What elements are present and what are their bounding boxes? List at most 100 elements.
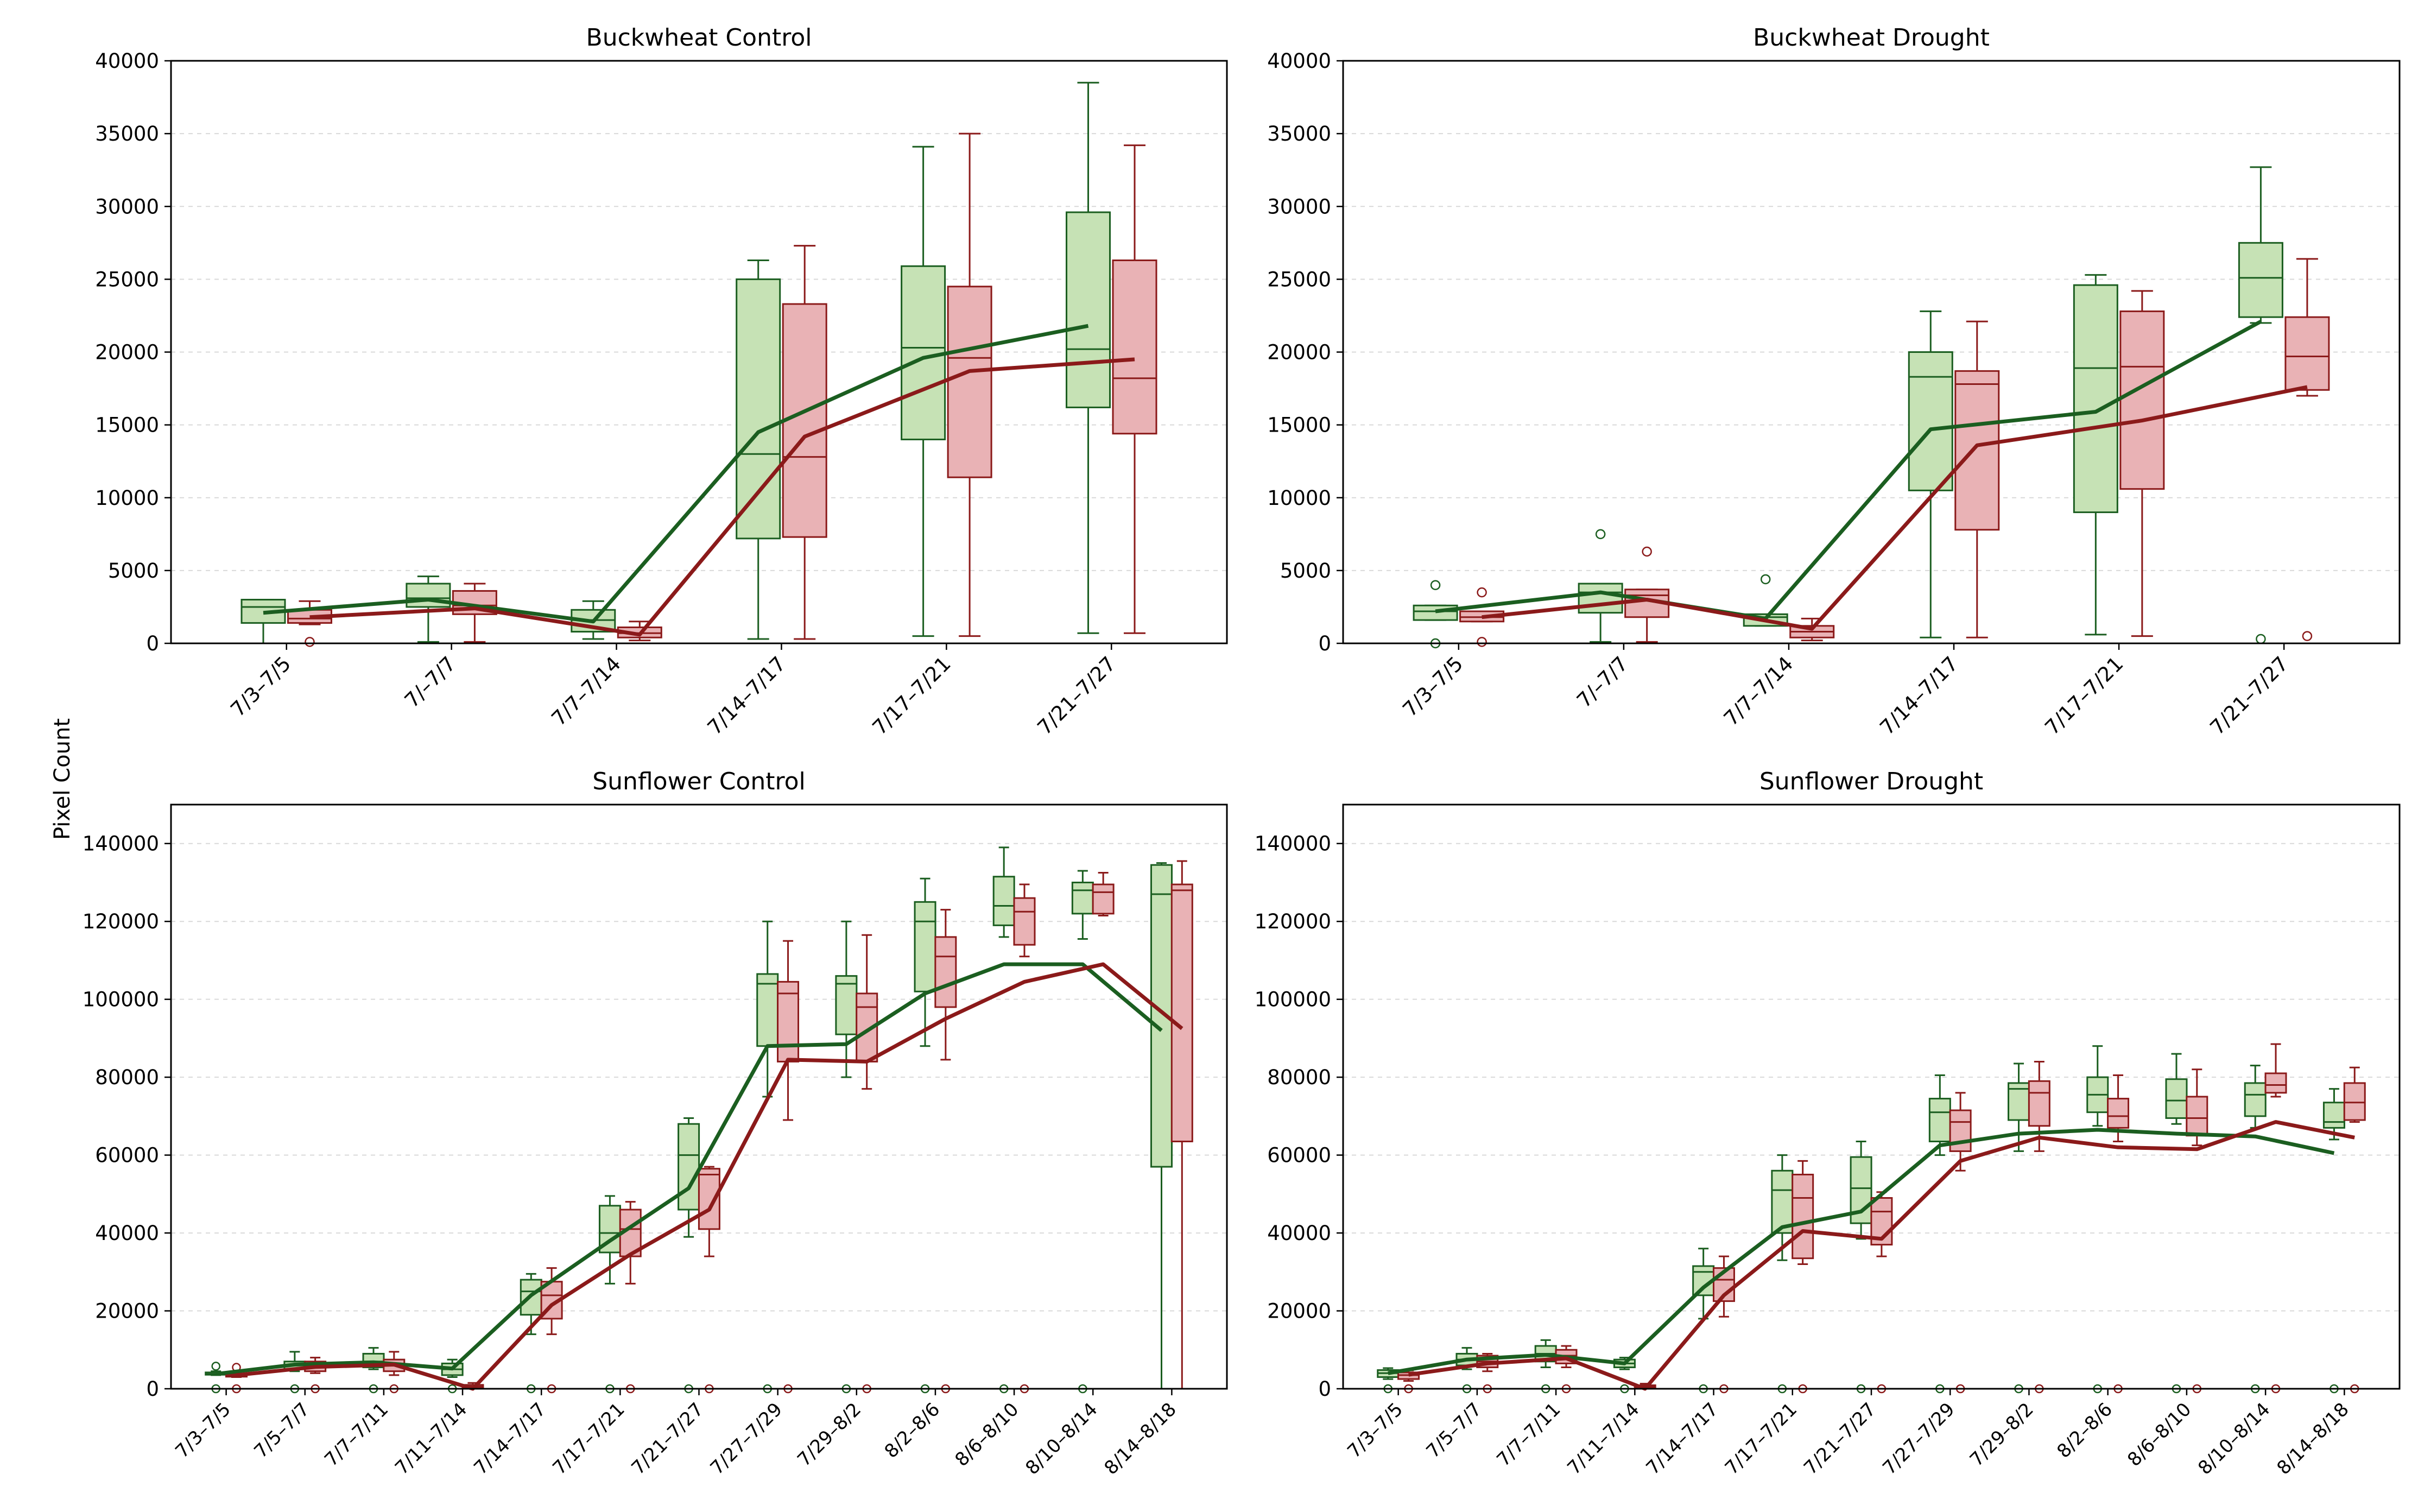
y-tick-label: 40000 [1267, 1222, 1331, 1245]
axes-frame [170, 60, 1228, 644]
x-tick-label: 7/11–7/14 [1563, 1399, 1643, 1479]
outlier-point [1477, 587, 1487, 598]
y-tick-label: 100000 [1255, 988, 1331, 1011]
outlier-point [305, 637, 315, 647]
outlier-point [2302, 631, 2313, 641]
y-tick-label: 80000 [1267, 1066, 1331, 1089]
x-tick-label: 8/6–8/10 [2123, 1399, 2195, 1471]
x-tick-label: 8/2–8/6 [2053, 1399, 2117, 1463]
x-tick-label: 7/5–7/7 [1422, 1399, 1486, 1463]
outlier-point [1430, 580, 1441, 590]
y-tick-label: 20000 [95, 1300, 159, 1323]
box [2284, 316, 2330, 391]
axes-frame [1342, 804, 2401, 1390]
y-tick-label: 80000 [95, 1066, 159, 1089]
mean-line-drought [236, 962, 1183, 1391]
x-tick-label: 7/–7/7 [1572, 652, 1632, 712]
panel-1: Buckwheat Control 0 5000 10000 15000 20000 250… [95, 24, 1228, 739]
y-tick-label: 0 [1318, 632, 1331, 655]
y-tick-label: 20000 [95, 341, 159, 364]
box [947, 286, 992, 478]
axes-frame [170, 804, 1228, 1390]
series-control [205, 846, 1173, 1394]
x-tick-label: 7/3–7/5 [1343, 1399, 1407, 1463]
y-tick-label: 140000 [83, 832, 159, 856]
y-tick-label: 5000 [108, 559, 159, 583]
box [2322, 1102, 2345, 1129]
x-tick-label: 7/14–7/17 [703, 652, 790, 739]
x-tick-label: 7/14–7/17 [1642, 1399, 1723, 1479]
x-tick-label: 7/17–7/21 [868, 652, 955, 739]
y-tick-label: 140000 [1255, 832, 1331, 856]
y-tick-label: 0 [146, 632, 159, 655]
y-tick-label: 15000 [1267, 414, 1331, 437]
outlier-point [211, 1362, 220, 1371]
x-tick-label: 7/17–7/21 [548, 1399, 629, 1479]
x-tick-label: 7/21–7/27 [628, 1399, 708, 1479]
x-tick-label: 8/14–8/18 [2273, 1399, 2353, 1479]
box [1013, 897, 1036, 946]
y-tick-label: 0 [1318, 1377, 1331, 1401]
outlier-point [2256, 634, 2266, 644]
x-tick-label: 7/3–7/5 [226, 652, 295, 722]
y-tick-label: 15000 [95, 414, 159, 437]
series-drought [1459, 258, 2330, 647]
chart-title: Buckwheat Drought [1753, 24, 1990, 52]
y-tick-label: 60000 [95, 1144, 159, 1167]
box [1692, 1265, 1715, 1296]
y-tick-label: 0 [146, 1377, 159, 1401]
outlier-point [1760, 574, 1771, 585]
y-tick-label: 10000 [95, 486, 159, 510]
box [736, 278, 781, 540]
y-tick-label: 40000 [95, 49, 159, 73]
box [835, 975, 858, 1035]
box [1908, 351, 1953, 491]
box [782, 303, 827, 538]
box [992, 876, 1015, 926]
x-tick-label: 7/14–7/17 [470, 1399, 550, 1479]
y-tick-label: 10000 [1267, 486, 1331, 510]
box [1071, 881, 1094, 915]
outlier-point [1477, 637, 1487, 647]
box [1066, 211, 1111, 408]
series-control [1413, 166, 2283, 649]
x-tick-label: 7/21–7/27 [1800, 1399, 1880, 1479]
x-tick-label: 7/3–7/5 [1398, 652, 1468, 722]
x-tick-label: 7/29–8/2 [793, 1399, 865, 1471]
y-tick-label: 35000 [1267, 122, 1331, 145]
series-drought [225, 860, 1193, 1394]
box [2073, 284, 2118, 514]
box [2028, 1080, 2050, 1127]
box [2238, 242, 2283, 318]
box [1928, 1098, 1951, 1142]
x-tick-label: 7/17–7/21 [1721, 1399, 1801, 1479]
box [2165, 1078, 2188, 1119]
box [2119, 310, 2165, 490]
x-tick-label: 7/14–7/17 [1875, 652, 1963, 739]
y-tick-label: 5000 [1280, 559, 1331, 583]
mean-line-drought [309, 357, 1135, 637]
chart-title: Buckwheat Control [586, 24, 812, 52]
box [914, 901, 936, 992]
mean-line-control [216, 962, 1163, 1376]
x-tick-label: 7/3–7/5 [171, 1399, 235, 1463]
x-tick-label: 7/5–7/7 [250, 1399, 314, 1463]
x-tick-label: 8/10–8/14 [2194, 1399, 2274, 1479]
box [2264, 1072, 2287, 1094]
y-axis-label: Pixel Count [50, 718, 75, 840]
x-tick-label: 7/7–7/14 [547, 652, 625, 730]
mean-line-drought [1408, 1120, 2355, 1391]
chart-title: Sunflower Control [592, 768, 806, 795]
x-tick-label: 8/10–8/14 [1021, 1399, 1102, 1479]
box [1092, 883, 1115, 915]
outlier-point [1595, 529, 1606, 540]
series-drought [287, 132, 1157, 647]
mean-line-control [1388, 1128, 2335, 1375]
x-tick-label: 7/27–7/29 [706, 1399, 787, 1479]
y-tick-label: 20000 [1267, 1300, 1331, 1323]
box [678, 1123, 700, 1211]
panel-4: Sunflower Drought 0 20000 40000 60000 80000 10… [1255, 768, 2401, 1479]
x-tick-label: 7/21–7/27 [2206, 652, 2293, 739]
x-tick-label: 8/14–8/18 [1100, 1399, 1180, 1479]
